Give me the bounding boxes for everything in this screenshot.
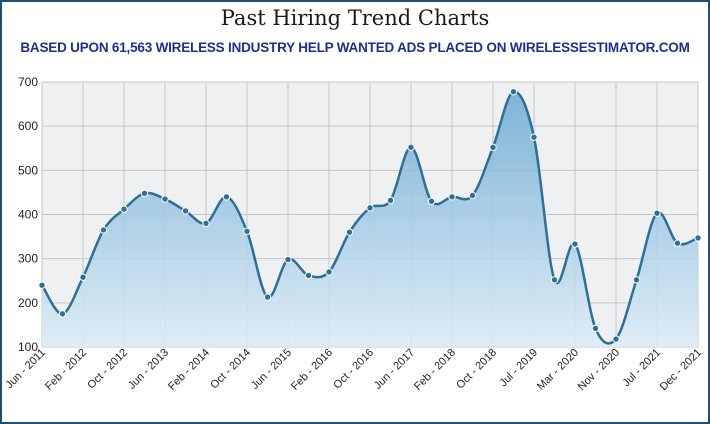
data-point [202, 219, 210, 228]
data-point [120, 205, 128, 213]
trend-line [40, 90, 699, 345]
data-point [612, 335, 620, 343]
data-point [181, 207, 190, 215]
data-point [550, 276, 559, 284]
data-point [140, 189, 149, 198]
x-tick-label: Jun - 2017 [372, 347, 417, 392]
x-tick-label: Mar - 2020 [535, 347, 581, 393]
data-point [38, 281, 46, 289]
data-point [530, 133, 538, 141]
chart-subtitle: BASED UPON 61,563 WIRELESS INDUSTRY HELP… [20, 40, 690, 55]
y-tick-label: 700 [18, 75, 38, 89]
x-tick-label: Feb - 2012 [43, 347, 89, 393]
data-point [653, 209, 661, 217]
x-tick-label: Feb - 2018 [412, 347, 458, 393]
data-point [284, 255, 292, 264]
trend-area [42, 91, 698, 347]
data-point [571, 240, 579, 248]
y-tick-label: 300 [18, 252, 38, 266]
data-point [58, 310, 67, 318]
y-tick-label: 200 [18, 296, 38, 310]
x-tick-label: Jul - 2021 [620, 347, 663, 390]
data-point [407, 143, 415, 152]
data-point [366, 204, 374, 212]
data-point [325, 268, 333, 276]
x-tick-label: Oct - 2018 [454, 347, 499, 392]
data-point [304, 271, 313, 280]
data-point [386, 196, 395, 205]
y-tick-label: 400 [18, 208, 38, 222]
x-tick-label: Oct - 2016 [331, 347, 376, 392]
y-tick-label: 100 [18, 340, 38, 354]
data-point [243, 227, 251, 235]
y-tick-label: 600 [18, 119, 38, 133]
data-point [99, 226, 108, 234]
data-point [345, 228, 354, 236]
data-point [632, 276, 641, 284]
data-point [489, 143, 497, 152]
x-tick-label: Feb - 2016 [289, 347, 335, 393]
x-tick-label: Jul - 2019 [497, 347, 540, 390]
data-point [79, 273, 87, 281]
x-tick-label: Jun - 2015 [249, 347, 294, 392]
y-axis: 100 200 300 400 500 600 700 [18, 75, 38, 354]
data-points [38, 88, 702, 343]
data-point [448, 193, 456, 201]
x-tick-label: Oct - 2014 [208, 347, 253, 392]
x-tick-label: Oct - 2012 [85, 347, 130, 392]
data-point [222, 193, 231, 201]
data-point [263, 293, 272, 301]
data-point [161, 195, 169, 203]
data-point [591, 324, 600, 333]
data-point [694, 234, 702, 242]
data-point [427, 197, 436, 205]
x-tick-label: Feb - 2014 [166, 347, 212, 393]
data-point [673, 239, 682, 247]
y-tick-label: 500 [18, 163, 38, 177]
x-tick-label: Dec - 2021 [658, 347, 705, 394]
chart-title: Past Hiring Trend Charts [220, 6, 490, 30]
x-tick-label: Nov - 2020 [576, 347, 623, 394]
data-point [509, 88, 518, 96]
data-point [468, 191, 477, 200]
x-tick-label: Jun - 2013 [126, 347, 171, 392]
